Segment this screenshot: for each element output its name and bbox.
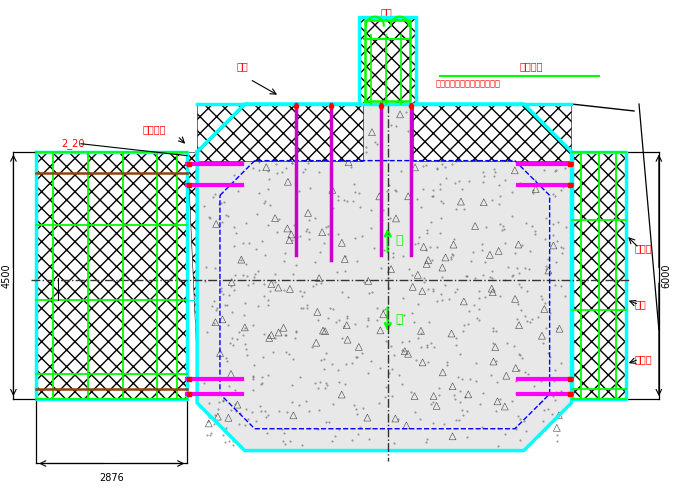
Text: 2876: 2876 [100, 474, 124, 484]
Text: 2_20: 2_20 [61, 138, 84, 149]
Polygon shape [413, 104, 572, 161]
Text: 通行塔柱: 通行塔柱 [375, 23, 399, 33]
Polygon shape [36, 152, 187, 399]
Text: 拒栏: 拒栏 [237, 61, 249, 71]
Polygon shape [359, 16, 415, 104]
Text: 安装与拆除斜撑及动机平台用: 安装与拆除斜撑及动机平台用 [436, 80, 500, 89]
Polygon shape [197, 104, 572, 451]
Text: 三角架: 三角架 [634, 354, 652, 364]
Polygon shape [187, 152, 197, 369]
Text: 中部平台: 中部平台 [45, 260, 69, 270]
Text: 4500: 4500 [1, 263, 11, 287]
Text: 护栏: 护栏 [634, 299, 646, 309]
Polygon shape [197, 104, 363, 161]
Text: 111: 111 [93, 174, 112, 184]
Text: 南: 南 [396, 313, 404, 326]
Text: 工作平台: 工作平台 [142, 124, 166, 134]
Text: 6000: 6000 [662, 263, 672, 287]
Polygon shape [572, 152, 626, 399]
Text: 北: 北 [396, 234, 404, 247]
Text: 工作平台: 工作平台 [520, 61, 544, 71]
Text: 走道板: 走道板 [634, 243, 652, 253]
Text: 通道: 通道 [381, 6, 392, 16]
